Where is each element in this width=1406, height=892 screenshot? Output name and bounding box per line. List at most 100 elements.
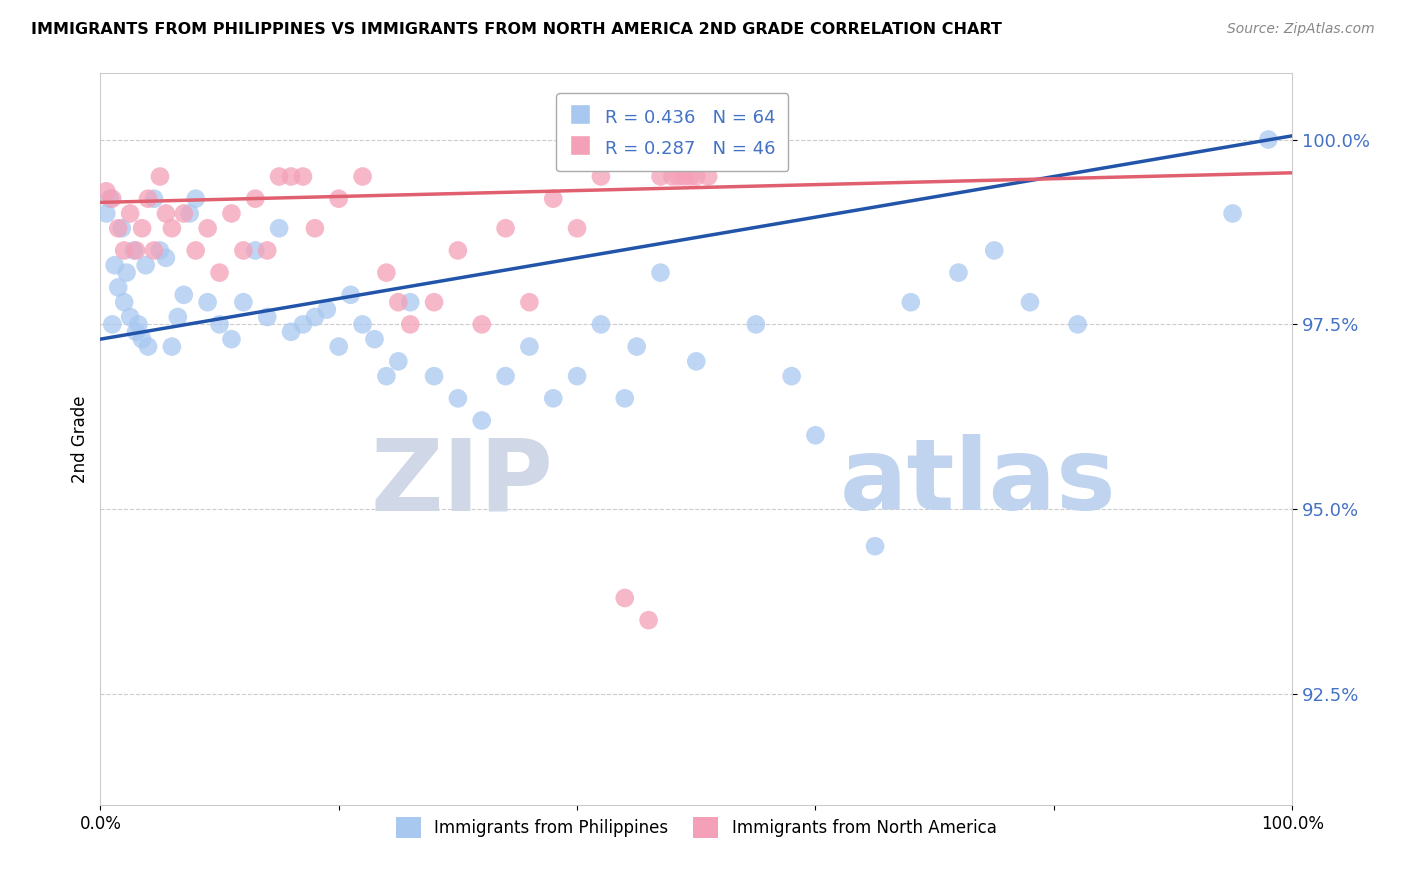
Point bbox=[399, 295, 422, 310]
Point bbox=[143, 192, 166, 206]
Point bbox=[387, 295, 409, 310]
Point bbox=[98, 192, 121, 206]
Point bbox=[149, 244, 172, 258]
Point bbox=[352, 318, 374, 332]
Point bbox=[143, 244, 166, 258]
Point bbox=[173, 206, 195, 220]
Point bbox=[304, 310, 326, 324]
Point bbox=[948, 266, 970, 280]
Point bbox=[232, 295, 254, 310]
Point bbox=[101, 318, 124, 332]
Point bbox=[197, 221, 219, 235]
Point bbox=[613, 392, 636, 406]
Point bbox=[291, 169, 314, 184]
Point bbox=[519, 340, 541, 354]
Point bbox=[697, 169, 720, 184]
Point bbox=[650, 266, 672, 280]
Point bbox=[387, 354, 409, 368]
Point bbox=[447, 392, 470, 406]
Point bbox=[131, 332, 153, 346]
Point bbox=[245, 192, 267, 206]
Point bbox=[1257, 132, 1279, 146]
Point bbox=[221, 332, 243, 346]
Point bbox=[135, 258, 157, 272]
Point bbox=[863, 539, 886, 553]
Point bbox=[136, 192, 159, 206]
Point bbox=[637, 613, 659, 627]
Point bbox=[96, 206, 118, 220]
Point bbox=[541, 392, 564, 406]
Point bbox=[1222, 206, 1244, 220]
Point bbox=[155, 251, 177, 265]
Point bbox=[399, 318, 422, 332]
Point bbox=[221, 206, 243, 220]
Point bbox=[125, 325, 148, 339]
Point bbox=[120, 206, 142, 220]
Point bbox=[125, 244, 148, 258]
Point bbox=[541, 192, 564, 206]
Point bbox=[1066, 318, 1088, 332]
Point bbox=[111, 221, 134, 235]
Point bbox=[280, 169, 302, 184]
Point bbox=[679, 169, 702, 184]
Point bbox=[166, 310, 188, 324]
Point bbox=[179, 206, 201, 220]
Point bbox=[280, 325, 302, 339]
Point bbox=[315, 302, 337, 317]
Point bbox=[423, 295, 446, 310]
Point bbox=[685, 354, 707, 368]
Point bbox=[519, 295, 541, 310]
Point bbox=[471, 413, 494, 427]
Point bbox=[160, 340, 183, 354]
Point bbox=[375, 266, 398, 280]
Point bbox=[122, 244, 145, 258]
Point bbox=[423, 369, 446, 384]
Point bbox=[495, 369, 517, 384]
Text: atlas: atlas bbox=[839, 434, 1116, 532]
Point bbox=[900, 295, 922, 310]
Point bbox=[589, 169, 612, 184]
Point bbox=[685, 169, 707, 184]
Point bbox=[291, 318, 314, 332]
Point bbox=[328, 340, 350, 354]
Legend: Immigrants from Philippines, Immigrants from North America: Immigrants from Philippines, Immigrants … bbox=[389, 811, 1004, 844]
Point bbox=[661, 169, 683, 184]
Y-axis label: 2nd Grade: 2nd Grade bbox=[72, 395, 89, 483]
Point bbox=[650, 169, 672, 184]
Point bbox=[613, 591, 636, 605]
Point bbox=[589, 318, 612, 332]
Point bbox=[780, 369, 803, 384]
Point bbox=[471, 318, 494, 332]
Point bbox=[127, 318, 149, 332]
Point bbox=[256, 310, 278, 324]
Point bbox=[112, 295, 135, 310]
Point bbox=[173, 288, 195, 302]
Text: ZIP: ZIP bbox=[370, 434, 553, 532]
Point bbox=[339, 288, 361, 302]
Point bbox=[112, 244, 135, 258]
Point bbox=[304, 221, 326, 235]
Point bbox=[269, 169, 291, 184]
Point bbox=[115, 266, 138, 280]
Point bbox=[673, 169, 696, 184]
Point bbox=[107, 280, 129, 294]
Point bbox=[120, 310, 142, 324]
Point bbox=[104, 258, 127, 272]
Point bbox=[245, 244, 267, 258]
Point bbox=[131, 221, 153, 235]
Point bbox=[495, 221, 517, 235]
Point bbox=[149, 169, 172, 184]
Point bbox=[666, 169, 689, 184]
Point bbox=[375, 369, 398, 384]
Point bbox=[101, 192, 124, 206]
Text: IMMIGRANTS FROM PHILIPPINES VS IMMIGRANTS FROM NORTH AMERICA 2ND GRADE CORRELATI: IMMIGRANTS FROM PHILIPPINES VS IMMIGRANT… bbox=[31, 22, 1002, 37]
Point bbox=[565, 221, 588, 235]
Point bbox=[328, 192, 350, 206]
Point bbox=[363, 332, 385, 346]
Point bbox=[197, 295, 219, 310]
Point bbox=[1019, 295, 1042, 310]
Point bbox=[208, 318, 231, 332]
Point bbox=[565, 369, 588, 384]
Point bbox=[232, 244, 254, 258]
Point bbox=[208, 266, 231, 280]
